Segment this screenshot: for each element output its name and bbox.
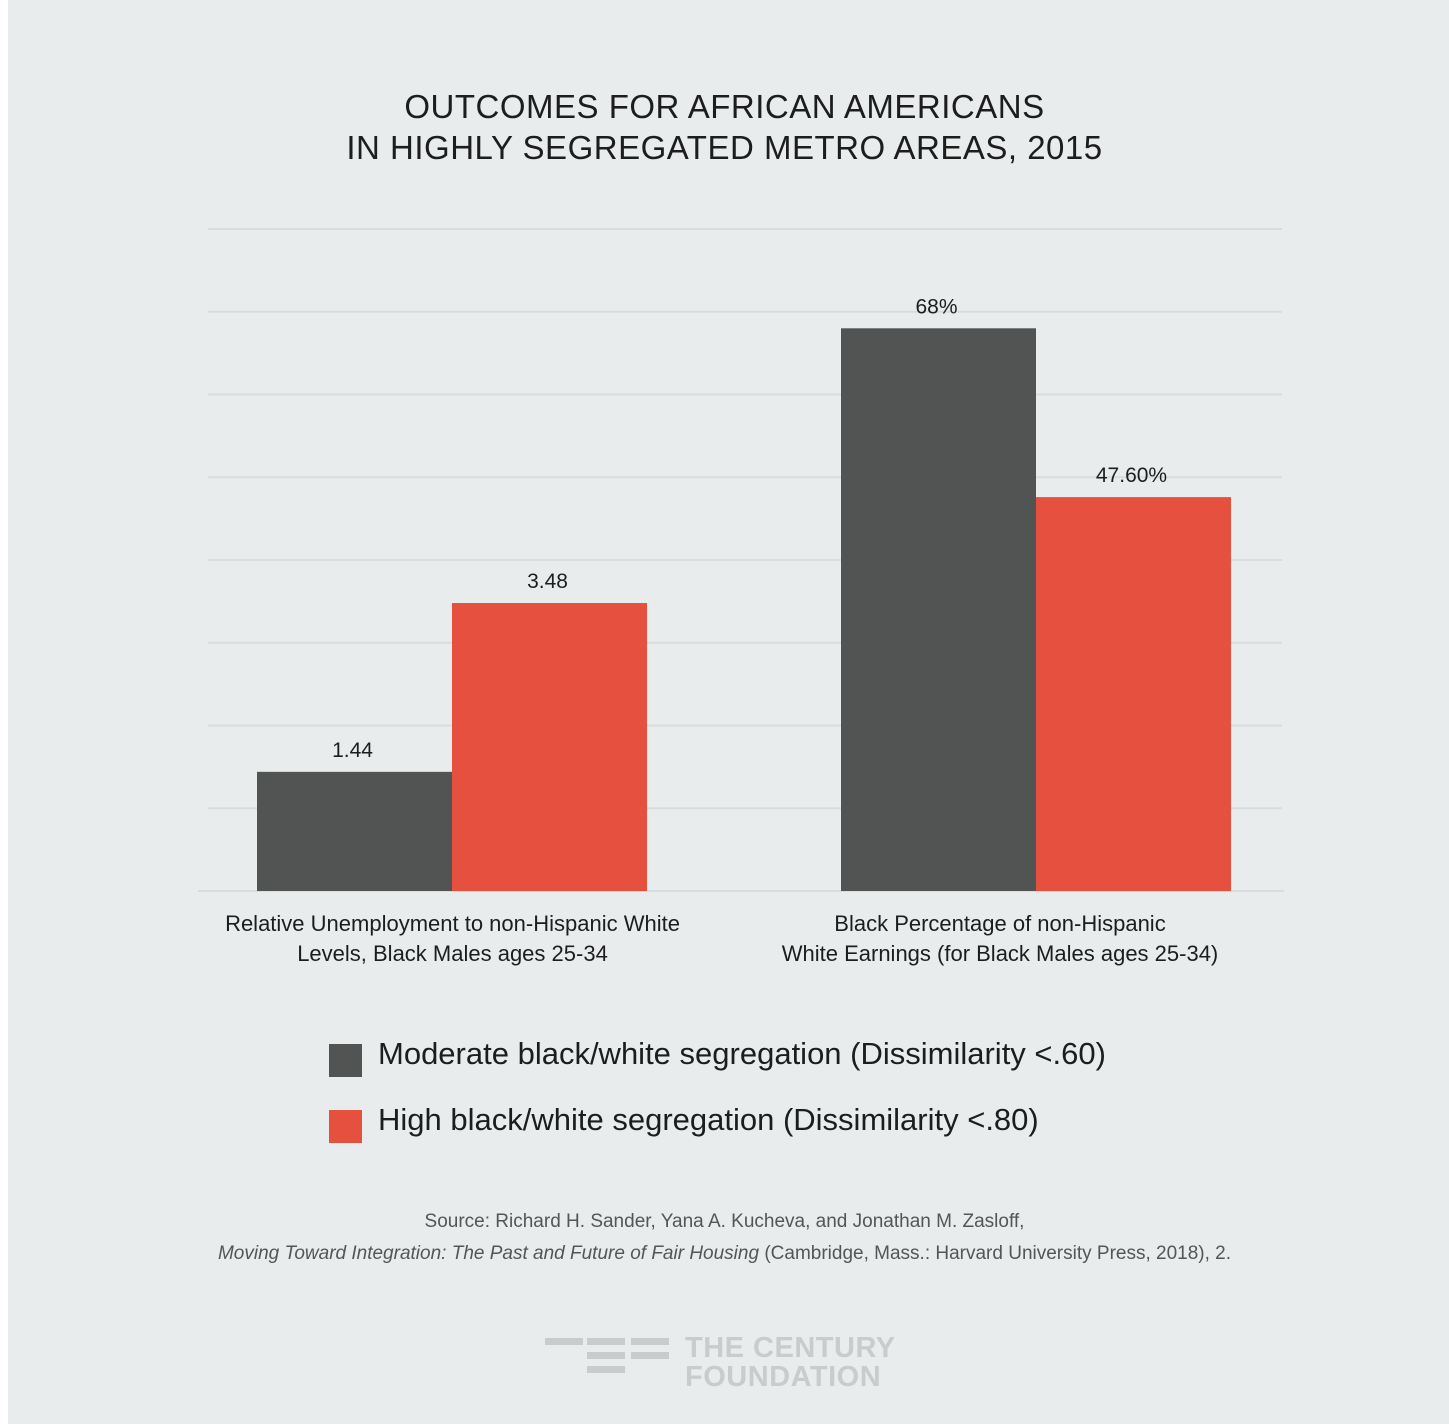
legend-label-high: High black/white segregation (Dissimilar… <box>378 1102 1039 1137</box>
source-line-2: Moving Toward Integration: The Past and … <box>0 1241 1449 1267</box>
data-label-high-0: 3.48 <box>527 570 568 593</box>
category-label-earnings-line-2: White Earnings (for Black Males ages 25-… <box>781 941 1219 966</box>
logo-line-1: THE CENTURY <box>685 1332 896 1364</box>
legend-swatch-moderate <box>329 1044 362 1077</box>
bar-chart: 1.44 3.48 68% 47.60% <box>198 228 1284 892</box>
bar-moderate-1 <box>841 328 1036 891</box>
data-label-moderate-0: 1.44 <box>332 739 373 762</box>
chart-title-line-1: OUTCOMES FOR AFRICAN AMERICANS <box>404 88 1045 125</box>
legend-label-moderate: Moderate black/white segregation (Dissim… <box>378 1036 1106 1071</box>
category-label-unemployment-line-1: Relative Unemployment to non-Hispanic Wh… <box>225 911 680 936</box>
data-label-moderate-1: 68% <box>915 295 957 318</box>
source-book-title: Moving Toward Integration: The Past and … <box>217 1243 760 1264</box>
category-label-earnings-line-1: Black Percentage of non-Hispanic <box>834 911 1166 936</box>
logo-wordmark: THE CENTURY FOUNDATION <box>685 1334 896 1392</box>
chart-title-line-2: IN HIGHLY SEGREGATED METRO AREAS, 2015 <box>346 129 1103 166</box>
bar-high-0 <box>452 603 647 891</box>
legend-swatch-high <box>329 1110 362 1143</box>
category-label-unemployment-line-2: Levels, Black Males ages 25-34 <box>297 941 608 966</box>
data-label-high-1: 47.60% <box>1096 464 1167 487</box>
logo-mark-icon <box>545 1338 669 1373</box>
bar-moderate-0 <box>257 771 452 891</box>
source-publisher: (Cambridge, Mass.: Harvard University Pr… <box>759 1243 1232 1264</box>
category-label-unemployment: Relative Unemployment to non-Hispanic Wh… <box>180 909 725 969</box>
category-label-earnings: Black Percentage of non-Hispanic White E… <box>730 909 1270 969</box>
logo-line-2: FOUNDATION <box>685 1361 882 1393</box>
source-line-1: Source: Richard H. Sander, Yana A. Kuche… <box>424 1211 1025 1232</box>
bar-high-1 <box>1036 497 1231 891</box>
